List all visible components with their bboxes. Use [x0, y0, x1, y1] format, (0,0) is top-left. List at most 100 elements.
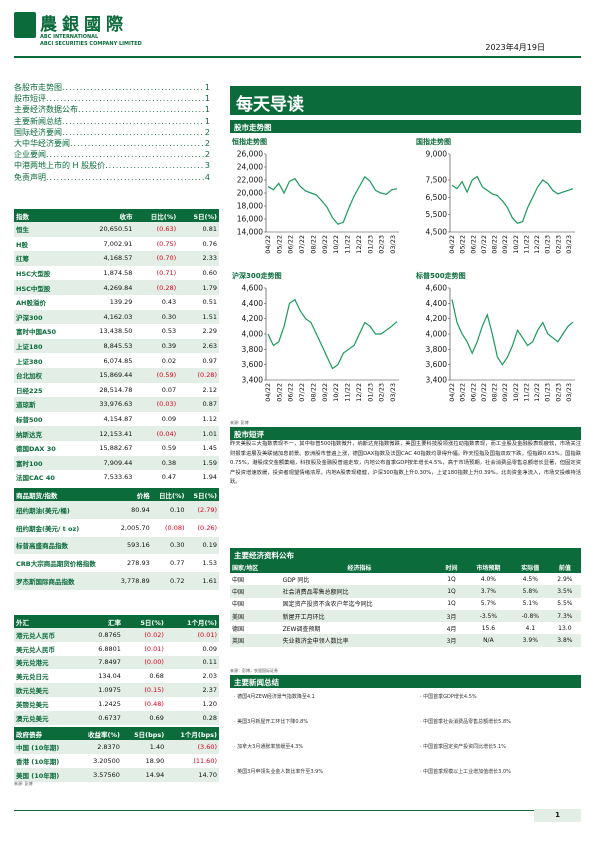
news-item: · 英国3月申领失业金人数比率升至3.9% — [234, 769, 324, 775]
table-row: 日经225 28,514.78 0.07 2.12 — [14, 383, 219, 398]
cell-value: (0.01) — [165, 628, 219, 642]
table-row: CRB大宗商品期货价格指数 278.93 0.77 1.53 — [14, 554, 219, 572]
series-line — [267, 175, 398, 225]
x-tick-label: 10/22 — [332, 383, 340, 402]
chart-section-title: 股市走势图 — [230, 120, 581, 133]
chart-title-hscei: 国指走势图 — [416, 138, 451, 146]
cell-value: 3月 — [438, 634, 465, 647]
cell-value: (0.01) — [144, 644, 164, 653]
table-header-row: 国家/地区 经济指标 时间 市场预期 实际值 前值 — [230, 561, 581, 573]
toc-item-page: 1 — [204, 116, 210, 126]
cell-value: 中国 — [230, 585, 281, 598]
toc-item[interactable]: 国际经济要闻..................................… — [14, 127, 210, 138]
toc-item[interactable]: 免责声明....................................… — [14, 172, 210, 183]
cell-value: 1Q — [447, 600, 456, 608]
x-tick-label: 03/23 — [389, 383, 397, 402]
y-tick-label: 4,500 — [426, 228, 448, 237]
toc-item-label: 免责声明 — [14, 172, 46, 182]
news-item: · 中国首季社会消费品零售总额增长5.8% — [420, 719, 511, 725]
x-tick-label: 12/22 — [355, 235, 363, 254]
column-header: 日比(%) — [134, 209, 179, 222]
y-tick-label: 3,600 — [242, 360, 264, 369]
abc-logo-icon — [14, 12, 36, 38]
row-label: 香港 (10年期) — [16, 758, 60, 766]
toc-item[interactable]: 各股市走势图..................................… — [14, 82, 210, 93]
cell-value: 2,005.70 — [120, 523, 150, 532]
x-tick-label: 10/22 — [332, 235, 340, 254]
cell-value: 固定资产投资不含农户年迄今同比 — [282, 601, 373, 609]
cell-value: 3.7% — [464, 585, 512, 598]
chart-title-hsi: 恒指走势图 — [232, 138, 267, 146]
row-label: 欧元兑美元 — [14, 683, 82, 697]
y-tick-label: 4,200 — [426, 314, 448, 323]
toc-item-label: 股市短评 — [14, 94, 46, 104]
cell-value: 4.5% — [522, 575, 538, 583]
toc-item[interactable]: 中港两地上市的 H 股股价...........................… — [14, 160, 210, 171]
x-tick-label: 09/22 — [501, 235, 509, 254]
cell-value: 失业救济金申领人数比率 — [280, 634, 439, 647]
x-tick-label: 08/22 — [491, 383, 499, 402]
toc-item[interactable]: 大中华经济要闻.................................… — [14, 138, 210, 149]
cell-value: 2.8370 — [75, 740, 122, 754]
cell-value: 0.30 — [151, 536, 187, 555]
table-row: 港元兑人民币 0.8765 (0.02) (0.01) — [14, 628, 219, 642]
news-item: · 美国3月新屋开工环比下降0.8% — [234, 719, 309, 725]
x-tick-label: 11/22 — [344, 383, 352, 402]
y-tick-label: 5,500 — [426, 210, 448, 219]
cell-value: 7,533.63 — [103, 473, 133, 482]
row-label: H股 — [16, 240, 28, 249]
cell-value: 中国 — [232, 601, 245, 609]
table-row: 纳斯达克 12,153.41 (0.04) 1.01 — [14, 426, 219, 441]
cell-value: (0.71) — [156, 269, 177, 278]
logo-chinese-name: 農銀國際 — [40, 15, 128, 35]
x-tick-label: 06/22 — [287, 235, 295, 254]
cell-value: 1.2425 — [98, 699, 121, 708]
cell-value: (11.60) — [193, 757, 217, 765]
x-tick-label: 08/22 — [309, 235, 317, 254]
cell-value: 13.0 — [558, 624, 572, 632]
cell-value: GDP 同比 — [282, 576, 310, 584]
cell-value: 0.76 — [202, 239, 217, 248]
cell-value: (0.28) — [134, 280, 179, 295]
column-header: 收益率(%) — [75, 727, 122, 740]
logo-english-name: ABC INTERNATIONAL — [40, 34, 99, 40]
table-row: 英国 失业救济金申领人数比率 3月 N/A 3.9% 3.8% — [230, 634, 581, 647]
row-label: 港元兑人民币 — [14, 628, 82, 642]
x-tick-label: 03/23 — [389, 235, 397, 254]
x-tick-label: 01/23 — [544, 383, 552, 402]
x-tick-label: 04/22 — [264, 235, 272, 254]
toc-dot-leader: ........................................… — [105, 161, 204, 171]
column-header: 1个月(%) — [165, 615, 219, 628]
table-row: 纽约期金(美元/ t oz) 2,005.70 (0.08) (0.26) — [14, 519, 219, 537]
table-row: 英镑兑美元 1.2425 (0.48) 1.20 — [14, 697, 219, 711]
table-header-row: 商品期货/指数 价格 日比(%) 5日(%) — [14, 488, 219, 501]
column-header: 时间 — [438, 561, 465, 573]
cell-value: 139.29 — [109, 298, 133, 307]
toc-item-label: 国际经济要闻 — [14, 127, 62, 137]
column-header: 价格 — [112, 488, 152, 501]
cell-value: -3.5% — [464, 609, 512, 623]
chart-title-sp500: 标普500走势图 — [416, 272, 466, 280]
cell-value: 0.28 — [165, 710, 219, 725]
toc-item[interactable]: 主要新闻总结..................................… — [14, 116, 210, 127]
row-label: 澳元兑美元 — [14, 710, 82, 725]
y-tick-label: 4,600 — [242, 284, 264, 293]
toc-item[interactable]: 股市短评....................................… — [14, 93, 210, 104]
y-tick-label: 22,000 — [237, 176, 263, 185]
y-tick-label: 6,500 — [426, 193, 448, 202]
x-tick-label: 11/22 — [522, 235, 530, 254]
cell-value: 2.12 — [202, 385, 217, 394]
x-tick-label: 01/23 — [366, 235, 374, 254]
y-tick-label: 16,000 — [237, 215, 263, 224]
table-row: 美国 (10年期) 3.57560 14.94 14.70 — [14, 768, 219, 782]
cell-value: 5.7% — [480, 600, 496, 608]
x-tick-label: 04/22 — [264, 383, 272, 402]
toc-item[interactable]: 企业要闻....................................… — [14, 149, 210, 160]
cell-value: (0.08) — [164, 523, 185, 532]
column-header: 5日(bps) — [121, 727, 167, 740]
cell-value: 4.0% — [480, 575, 496, 583]
x-tick-label: 02/23 — [378, 235, 386, 254]
toc-item[interactable]: 主要经济数据公布................................… — [14, 104, 210, 115]
y-tick-label: 14,000 — [237, 228, 263, 237]
